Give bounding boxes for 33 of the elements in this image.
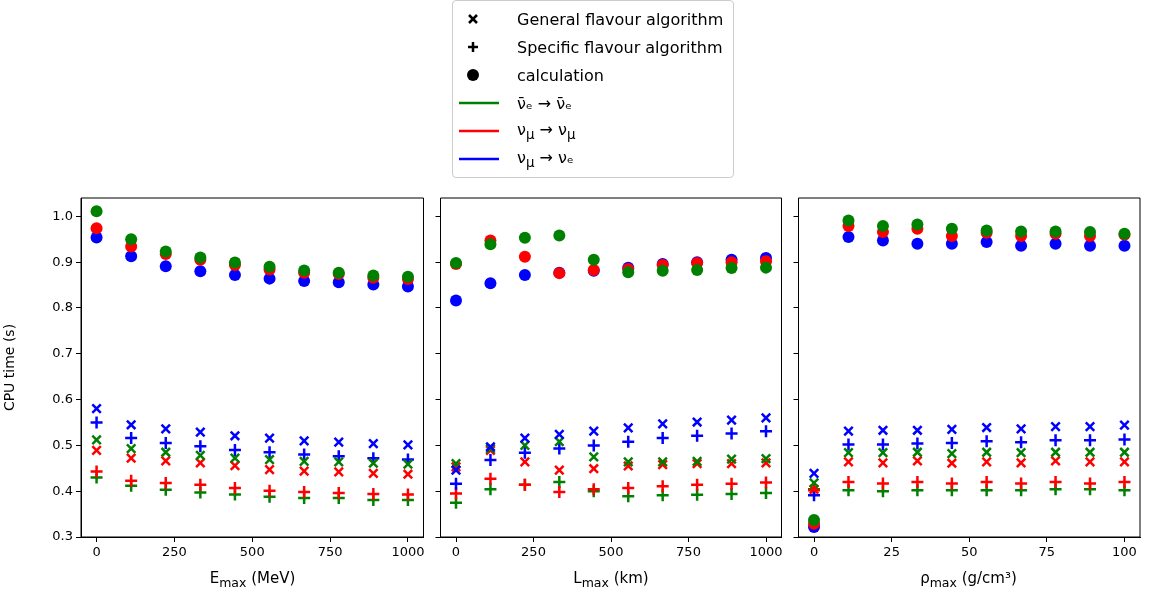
y-axis-title: CPU time (s) xyxy=(1,323,18,412)
y-tick-label: 1.0 xyxy=(52,207,73,223)
x-tick-label: 1000 xyxy=(391,544,425,560)
x-tick-label: 0 xyxy=(92,544,101,560)
y-tick-label: 0.9 xyxy=(52,253,73,269)
x-tick-label: 500 xyxy=(239,544,265,560)
x-tick-label: 50 xyxy=(960,544,978,560)
legend-label: ν̄ₑ → ν̄ₑ xyxy=(517,93,572,113)
x-axis-title: L$_{max}$ (km) xyxy=(572,569,650,590)
y-tick-label: 0.7 xyxy=(52,345,73,361)
legend-label: calculation xyxy=(517,65,604,85)
x-tick-label: 500 xyxy=(598,544,624,560)
y-tick-label: 0.5 xyxy=(52,436,73,452)
x-tick-label: 0 xyxy=(451,544,461,560)
x-axis-title: E$_{max}$ (MeV) xyxy=(208,569,297,590)
x-tick-label: 25 xyxy=(883,544,900,560)
legend-label: Specific flavour algorithm xyxy=(517,37,723,57)
y-tick-label: 0.6 xyxy=(52,390,73,406)
y-tick-label: 0.8 xyxy=(52,299,73,315)
x-tick-label: 1000 xyxy=(749,544,783,560)
x-axis-title: ρ$_{max}$ (g/cm³) xyxy=(919,569,1018,590)
legend-label: ν$_{μ}$ → ν$_{μ}$ xyxy=(517,119,576,143)
x-tick-label: 0 xyxy=(809,544,819,560)
legend-label: ν$_{μ}$ → νₑ xyxy=(517,147,574,171)
x-tick-label: 750 xyxy=(676,544,701,560)
x-tick-label: 100 xyxy=(1112,544,1137,560)
x-tick-label: 250 xyxy=(162,544,187,560)
x-tick-label: 750 xyxy=(317,544,343,560)
x-tick-label: 75 xyxy=(1038,544,1056,560)
legend-label: General flavour algorithm xyxy=(517,9,724,29)
x-tick-label: 250 xyxy=(521,544,546,560)
y-tick-label: 0.4 xyxy=(52,482,73,498)
y-tick-label: 0.3 xyxy=(52,528,73,544)
